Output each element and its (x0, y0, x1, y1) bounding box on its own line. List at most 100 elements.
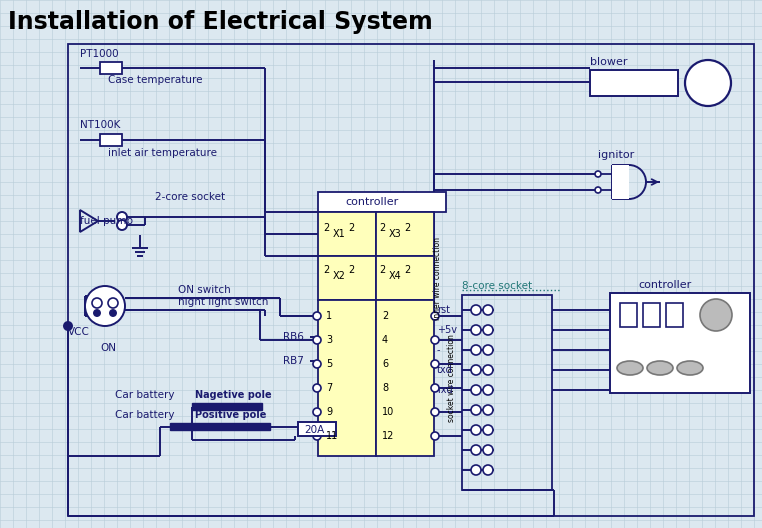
Circle shape (313, 336, 321, 344)
Text: 6: 6 (382, 359, 388, 369)
Bar (590, 70, 678, 96)
Circle shape (313, 408, 321, 416)
Circle shape (471, 305, 481, 315)
Text: 8-core socket: 8-core socket (462, 281, 532, 291)
Text: 4: 4 (382, 335, 388, 345)
Circle shape (483, 325, 493, 335)
Text: Nagetive pole: Nagetive pole (195, 390, 271, 400)
Circle shape (471, 345, 481, 355)
Circle shape (471, 405, 481, 415)
Circle shape (483, 445, 493, 455)
Text: Installation of Electrical System: Installation of Electrical System (8, 10, 433, 34)
Circle shape (431, 432, 439, 440)
Text: PT1000: PT1000 (80, 49, 119, 59)
Text: 2: 2 (323, 223, 329, 233)
Bar (318, 256, 376, 300)
Circle shape (92, 298, 102, 308)
Bar (100, 62, 122, 74)
Text: X4: X4 (389, 271, 402, 281)
Circle shape (108, 298, 118, 308)
Circle shape (117, 212, 127, 222)
Circle shape (117, 220, 127, 230)
Bar (192, 403, 262, 410)
Text: 10: 10 (382, 407, 394, 417)
Text: Car battery: Car battery (115, 390, 174, 400)
Text: 3: 3 (326, 335, 332, 345)
Circle shape (431, 408, 439, 416)
Text: ON switch: ON switch (178, 285, 231, 295)
Circle shape (431, 360, 439, 368)
Circle shape (471, 325, 481, 335)
Text: inlet air temperature: inlet air temperature (108, 148, 217, 158)
Bar (318, 192, 446, 212)
Text: 11: 11 (326, 431, 338, 441)
Text: 7: 7 (326, 383, 332, 393)
Circle shape (471, 445, 481, 455)
Bar (643, 303, 660, 327)
Circle shape (483, 345, 493, 355)
Bar (100, 134, 122, 146)
Circle shape (471, 365, 481, 375)
Bar (170, 423, 270, 430)
Text: +5v: +5v (437, 325, 457, 335)
Bar (610, 293, 750, 393)
Text: -: - (437, 345, 440, 355)
Circle shape (85, 286, 125, 326)
Circle shape (471, 465, 481, 475)
Text: RB7: RB7 (283, 356, 304, 366)
Bar (612, 165, 629, 199)
Text: fuel pump: fuel pump (80, 216, 133, 226)
Text: ON: ON (100, 343, 116, 353)
Bar (620, 303, 637, 327)
Text: NT100K: NT100K (80, 120, 120, 130)
Text: 2: 2 (404, 265, 410, 275)
Text: Case temperature: Case temperature (108, 75, 203, 85)
Text: inner wire connection: inner wire connection (433, 237, 441, 319)
Ellipse shape (677, 361, 703, 375)
Text: Positive pole: Positive pole (195, 410, 267, 420)
Text: blower: blower (590, 57, 627, 67)
Bar (68, 44, 754, 516)
Text: 2-core socket: 2-core socket (155, 192, 225, 202)
Ellipse shape (647, 361, 673, 375)
Text: VCC: VCC (68, 327, 90, 337)
Circle shape (313, 384, 321, 392)
Ellipse shape (617, 361, 643, 375)
Text: rxd: rxd (437, 385, 453, 395)
Text: rst: rst (437, 305, 450, 315)
Text: X1: X1 (333, 229, 346, 239)
Circle shape (313, 312, 321, 320)
Text: 5: 5 (326, 359, 332, 369)
Circle shape (94, 310, 100, 316)
Circle shape (431, 336, 439, 344)
Bar (376, 300, 434, 456)
Circle shape (483, 385, 493, 395)
Text: RB6: RB6 (283, 332, 304, 342)
Text: ignitor: ignitor (598, 150, 634, 160)
Circle shape (483, 465, 493, 475)
Bar (612, 165, 629, 199)
Text: Car battery: Car battery (115, 410, 174, 420)
Circle shape (483, 405, 493, 415)
Bar (318, 300, 376, 456)
Circle shape (595, 171, 601, 177)
Text: 12: 12 (382, 431, 395, 441)
Circle shape (431, 312, 439, 320)
Text: 2: 2 (379, 223, 386, 233)
Bar (298, 422, 336, 436)
Circle shape (313, 360, 321, 368)
Text: 8: 8 (382, 383, 388, 393)
Bar (666, 303, 683, 327)
Bar (376, 212, 434, 256)
Circle shape (471, 385, 481, 395)
Circle shape (110, 310, 116, 316)
Text: 2: 2 (379, 265, 386, 275)
Circle shape (595, 187, 601, 193)
Bar (376, 256, 434, 300)
Circle shape (700, 299, 732, 331)
Circle shape (431, 384, 439, 392)
Circle shape (483, 365, 493, 375)
Text: 9: 9 (326, 407, 332, 417)
Circle shape (471, 425, 481, 435)
Text: 2: 2 (348, 265, 354, 275)
